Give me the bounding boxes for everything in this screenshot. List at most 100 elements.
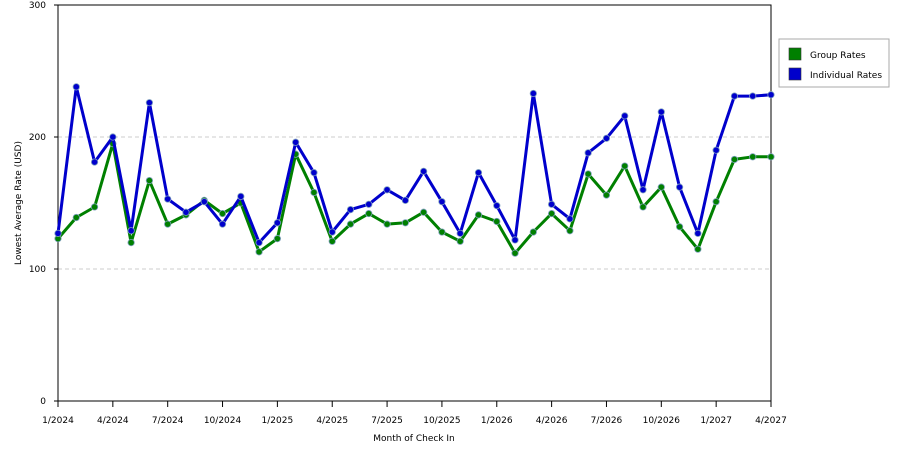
data-point <box>218 220 227 228</box>
data-point <box>675 223 684 231</box>
data-point <box>749 92 757 100</box>
grid-lines <box>58 136 771 270</box>
x-tick-label: 7/2024 <box>152 416 184 426</box>
data-point <box>72 83 80 91</box>
data-point <box>694 229 702 237</box>
data-point <box>529 89 537 98</box>
x-tick-label: 4/2027 <box>755 416 787 426</box>
x-tick-label: 1/2027 <box>700 416 732 426</box>
data-point <box>657 108 665 116</box>
data-point <box>438 228 446 236</box>
data-point <box>730 92 739 100</box>
x-tick-label: 10/2026 <box>643 416 681 426</box>
data-point <box>145 99 154 107</box>
data-point <box>456 229 464 237</box>
data-point <box>164 220 172 228</box>
data-point <box>90 203 99 211</box>
data-point <box>566 227 574 235</box>
x-tick-label: 10/2025 <box>423 416 460 426</box>
data-point <box>438 198 446 206</box>
data-point <box>273 219 281 227</box>
data-point <box>712 198 720 206</box>
data-point <box>474 169 483 177</box>
y-tick-label: 100 <box>29 265 46 275</box>
data-point <box>493 202 501 210</box>
data-point <box>255 239 263 247</box>
data-point <box>346 206 355 214</box>
data-point <box>730 155 739 164</box>
data-point <box>218 209 227 218</box>
data-point <box>164 195 172 203</box>
data-point <box>767 153 775 161</box>
x-tick-label: 1/2026 <box>481 416 513 426</box>
legend-swatch <box>788 67 802 81</box>
data-point <box>292 138 300 146</box>
legend-swatch <box>788 47 802 61</box>
legend-label: Individual Rates <box>810 71 882 81</box>
series-group-rates <box>54 140 775 257</box>
data-point <box>383 186 391 194</box>
plot-frame <box>57 4 772 402</box>
data-point <box>584 170 592 178</box>
data-point <box>712 146 720 154</box>
x-tick-label: 4/2024 <box>97 416 129 426</box>
x-axis-title: Month of Check In <box>373 434 455 444</box>
data-point <box>383 220 391 228</box>
data-point <box>767 91 775 99</box>
y-axis-title: Lowest Average Rate (USD) <box>14 141 24 265</box>
data-point <box>511 249 519 257</box>
data-point <box>657 183 665 191</box>
data-point <box>675 183 684 191</box>
data-point <box>401 219 409 227</box>
data-point <box>529 228 537 236</box>
data-point <box>639 203 647 211</box>
x-tick-label: 4/2025 <box>316 416 348 426</box>
data-point <box>420 167 428 175</box>
data-point <box>456 237 464 245</box>
data-point <box>365 209 373 218</box>
y-tick-label: 200 <box>29 133 46 143</box>
x-tick-label: 1/2025 <box>262 416 294 426</box>
data-point <box>548 209 556 218</box>
data-point <box>621 112 629 120</box>
data-point <box>237 192 245 200</box>
data-point <box>310 188 318 197</box>
data-point <box>346 220 355 228</box>
data-point <box>602 191 611 199</box>
data-point <box>420 208 428 216</box>
x-tick-label: 7/2026 <box>591 416 623 426</box>
data-point <box>273 235 281 243</box>
y-axis: 0 100 200 300 <box>29 1 58 407</box>
series-line <box>56 85 772 245</box>
data-point <box>109 133 117 141</box>
data-point <box>200 198 208 206</box>
x-tick-label: 4/2026 <box>536 416 568 426</box>
data-point <box>694 245 702 253</box>
x-tick-label: 10/2024 <box>204 416 242 426</box>
data-point <box>145 176 154 185</box>
data-point <box>127 227 135 235</box>
data-point <box>749 153 757 161</box>
series-layer <box>54 83 775 257</box>
data-point <box>401 196 409 204</box>
data-point <box>72 213 80 222</box>
data-point <box>255 248 263 256</box>
data-point <box>310 169 318 177</box>
data-point <box>90 158 99 166</box>
data-point <box>127 239 135 247</box>
data-point <box>548 200 556 208</box>
data-point <box>493 217 501 226</box>
x-axis: 1/2024 4/2024 7/2024 10/2024 1/2025 4/2025 7/2… <box>42 401 787 426</box>
legend-label: Group Rates <box>810 51 866 61</box>
data-point <box>182 208 190 216</box>
legend: Group Rates Individual Rates <box>778 38 890 88</box>
data-point <box>474 211 483 219</box>
x-tick-label: 7/2025 <box>371 416 403 426</box>
data-point <box>54 229 62 237</box>
y-tick-label: 0 <box>40 397 46 407</box>
data-point <box>639 186 647 194</box>
series-individual-rates <box>54 83 775 247</box>
y-tick-label: 300 <box>29 1 46 11</box>
series-line <box>56 142 771 255</box>
